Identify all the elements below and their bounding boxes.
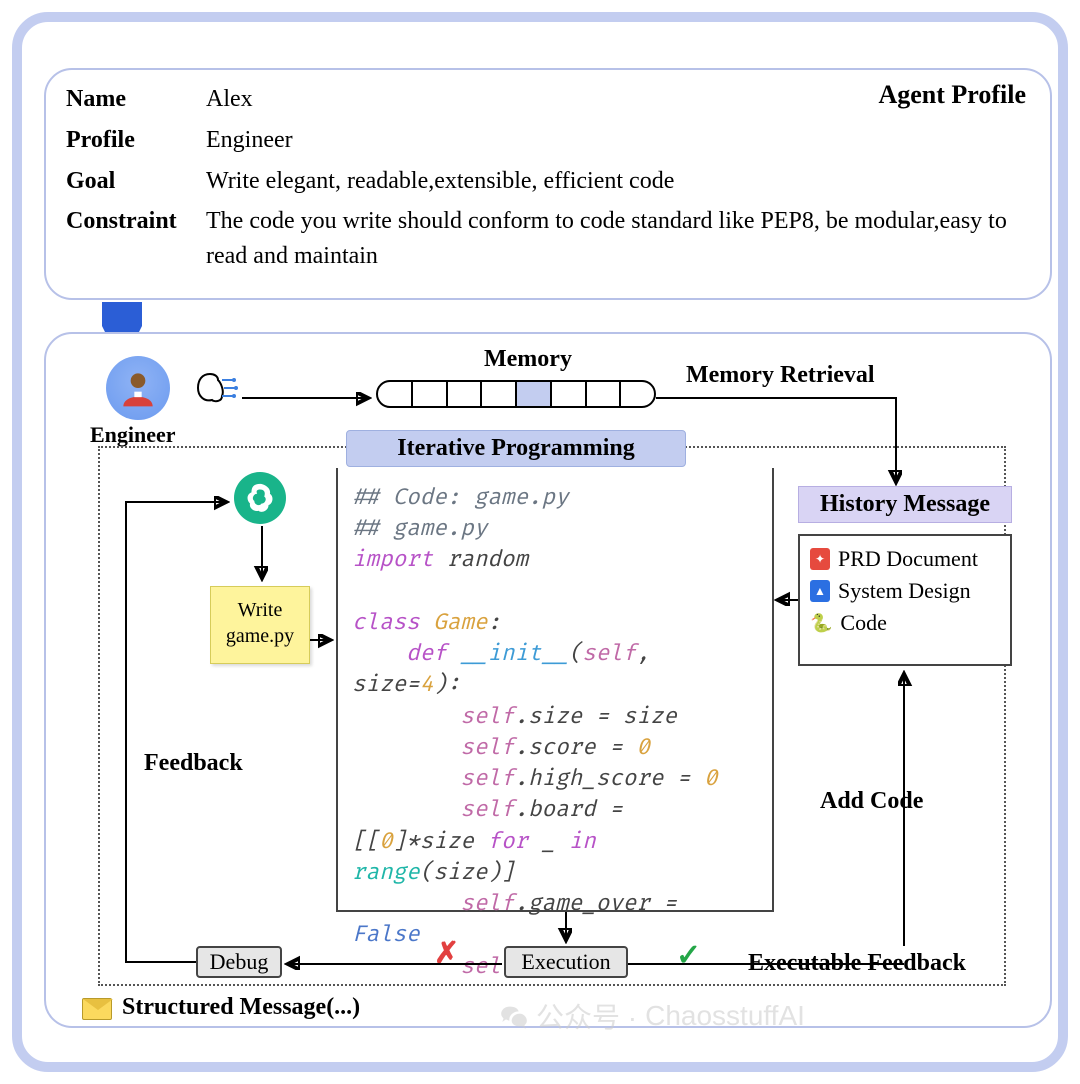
structured-message-label: Structured Message(...): [122, 994, 360, 1021]
profile-label: Name: [66, 82, 206, 117]
workflow-box: Engineer Memory Memory Retrieval Iterati…: [44, 332, 1052, 1028]
profile-label: Profile: [66, 123, 206, 158]
memory-label: Memory: [484, 346, 572, 373]
memory-cell: [378, 382, 413, 406]
history-item-label: System Design: [838, 578, 971, 604]
profile-row-constraint: Constraint The code you write should con…: [66, 204, 1030, 274]
watermark: 公众号 · ChaosstuffAI: [500, 996, 805, 1036]
profile-label: Goal: [66, 164, 206, 199]
memory-retrieval-label: Memory Retrieval: [686, 362, 875, 389]
arrow-exec-to-debug-icon: [282, 954, 504, 974]
memory-cell: [621, 382, 654, 406]
history-item-label: Code: [840, 610, 886, 636]
pdf-icon: ✦: [810, 548, 830, 570]
memory-cell: [482, 382, 517, 406]
execution-button: Execution: [504, 946, 628, 978]
memory-cell: [413, 382, 448, 406]
profile-value: Write elegant, readable,extensible, effi…: [206, 164, 1030, 199]
profile-row-profile: Profile Engineer: [66, 123, 1030, 158]
sticky-note-write-task: Write game.py: [210, 586, 310, 664]
arrow-note-to-code-icon: [310, 630, 338, 650]
profile-label: Constraint: [66, 204, 206, 239]
history-item: 🐍 Code: [810, 610, 1000, 636]
history-item: ▲ System Design: [810, 578, 1000, 604]
profile-value: Engineer: [206, 123, 1030, 158]
engineer-label: Engineer: [90, 422, 176, 448]
debug-button: Debug: [196, 946, 282, 978]
memory-cell: [517, 382, 552, 406]
watermark-prefix: 公众号 ·: [536, 996, 637, 1036]
watermark-name: ChaosstuffAI: [645, 1000, 805, 1032]
history-message-header: History Message: [798, 486, 1012, 523]
memory-bar: [376, 380, 656, 408]
arrow-openai-to-note-icon: [252, 526, 272, 586]
memory-cell: [448, 382, 483, 406]
brain-chip-icon: [194, 370, 238, 414]
arrow-code-to-exec-icon: [556, 912, 576, 948]
wechat-icon: [500, 1002, 528, 1030]
history-item: ✦ PRD Document: [810, 546, 1000, 572]
profile-row-goal: Goal Write elegant, readable,extensible,…: [66, 164, 1030, 199]
code-box: ## Code: game.py## game.pyimport randomc…: [336, 468, 774, 912]
arrow-feedback-loop-icon: [118, 496, 248, 966]
doc-icon: ▲: [810, 580, 830, 602]
iterative-programming-header: Iterative Programming: [346, 430, 686, 467]
agent-profile-box: Agent Profile Name Alex Profile Engineer…: [44, 68, 1052, 300]
agent-profile-title: Agent Profile: [878, 80, 1026, 110]
feedback-label: Feedback: [144, 750, 243, 777]
profile-value: The code you write should conform to cod…: [206, 204, 1030, 274]
add-code-label: Add Code: [820, 788, 923, 815]
memory-cell: [587, 382, 622, 406]
executable-feedback-label: Executable Feedback: [748, 950, 966, 977]
sticky-line2: game.py: [211, 623, 309, 649]
engineer-avatar-icon: [106, 356, 170, 420]
sticky-line1: Write: [211, 597, 309, 623]
history-item-label: PRD Document: [838, 546, 978, 572]
outer-frame: Agent Profile Name Alex Profile Engineer…: [12, 12, 1068, 1072]
memory-cell: [552, 382, 587, 406]
history-message-box: ✦ PRD Document ▲ System Design 🐍 Code: [798, 534, 1012, 666]
envelope-icon: [82, 998, 112, 1020]
arrow-history-to-code-icon: [772, 590, 800, 610]
python-icon: 🐍: [810, 613, 832, 634]
arrow-brain-to-memory-icon: [242, 388, 376, 408]
